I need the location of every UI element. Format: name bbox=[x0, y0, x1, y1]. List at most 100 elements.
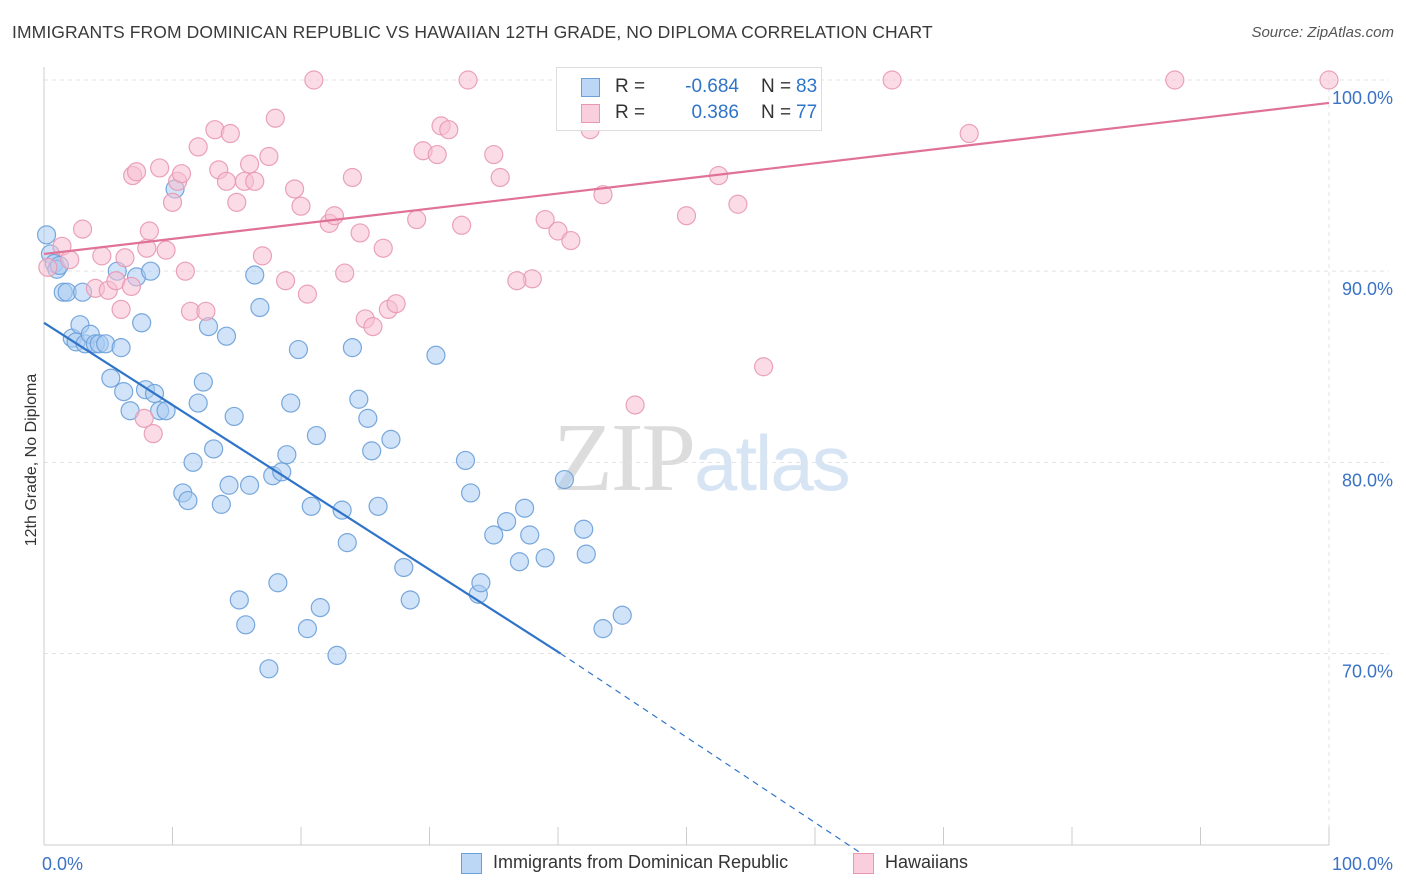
point-hawaiian bbox=[304, 70, 324, 90]
point-hawaiian bbox=[548, 221, 568, 241]
point-hawaiian bbox=[284, 179, 305, 199]
y-tick-label: 90.0% bbox=[1342, 279, 1393, 299]
point-hawaiian bbox=[407, 209, 427, 230]
point-hawaiian bbox=[625, 395, 645, 415]
point-hawaiian bbox=[535, 209, 555, 230]
point-hawaiian bbox=[150, 158, 170, 178]
point-hawaiian bbox=[507, 271, 527, 291]
point-dominican bbox=[358, 408, 378, 428]
chart-title: IMMIGRANTS FROM DOMINICAN REPUBLIC VS HA… bbox=[12, 22, 933, 42]
point-dominican bbox=[554, 469, 575, 490]
watermark-zip: ZIP bbox=[553, 404, 696, 512]
point-hawaiian bbox=[188, 137, 208, 157]
point-dominican bbox=[574, 519, 594, 539]
point-dominican bbox=[306, 425, 327, 446]
legend-n-value-hawaiians: 77 bbox=[796, 102, 818, 123]
point-dominican bbox=[178, 490, 198, 511]
point-dominican bbox=[612, 605, 632, 625]
point-hawaiian bbox=[134, 408, 154, 428]
point-hawaiian bbox=[676, 206, 697, 226]
stats-legend: R = -0.684 N = 83 R = 0.386 N = 77 bbox=[556, 67, 822, 131]
point-dominican bbox=[520, 525, 540, 545]
point-hawaiian bbox=[143, 424, 163, 444]
legend-n-value-dominican: 83 bbox=[796, 76, 818, 97]
point-dominican bbox=[297, 619, 318, 639]
point-hawaiian bbox=[350, 223, 370, 243]
point-hawaiian bbox=[72, 219, 93, 239]
bottom-legend-label-dominican: Immigrants from Dominican Republic bbox=[493, 852, 789, 872]
y-tick-label: 70.0% bbox=[1342, 662, 1393, 682]
point-dominican bbox=[259, 659, 279, 679]
point-dominican bbox=[268, 573, 288, 593]
point-dominican bbox=[240, 475, 260, 495]
point-hawaiian bbox=[252, 246, 273, 266]
point-dominican bbox=[362, 441, 382, 461]
point-hawaiian bbox=[728, 194, 748, 214]
legend-n-label: N = bbox=[761, 76, 792, 97]
point-dominican bbox=[204, 439, 224, 459]
point-dominican bbox=[272, 462, 292, 482]
point-dominican bbox=[593, 619, 613, 639]
point-hawaiian bbox=[297, 284, 318, 304]
point-hawaiian bbox=[162, 192, 183, 212]
point-dominican bbox=[36, 225, 57, 245]
point-dominican bbox=[188, 393, 208, 413]
point-dominican bbox=[461, 483, 481, 503]
bottom-legend-label-hawaiians: Hawaiians bbox=[885, 852, 969, 872]
point-dominican bbox=[288, 339, 309, 360]
trendline-dominican bbox=[43, 321, 562, 655]
legend-r-value-hawaiians: 0.386 bbox=[691, 102, 739, 123]
y-axis-label: 12th Grade, No Diploma bbox=[23, 373, 40, 547]
point-dominican bbox=[426, 345, 446, 365]
watermark-atlas: atlas bbox=[694, 419, 851, 507]
point-dominican bbox=[471, 573, 491, 593]
point-hawaiian bbox=[959, 123, 979, 144]
point-hawaiian bbox=[139, 221, 159, 241]
point-hawaiian bbox=[227, 192, 247, 212]
point-hawaiian bbox=[427, 144, 447, 165]
point-hawaiian bbox=[245, 171, 265, 191]
point-dominican bbox=[381, 429, 401, 449]
point-hawaiian bbox=[196, 301, 216, 321]
point-hawaiian bbox=[490, 167, 510, 188]
point-dominican bbox=[193, 372, 213, 392]
point-hawaiian bbox=[265, 108, 285, 128]
point-hawaiian bbox=[458, 70, 478, 90]
legend-swatch-hawaiians bbox=[581, 104, 600, 123]
point-dominican bbox=[183, 452, 203, 472]
point-dominican bbox=[349, 389, 369, 409]
point-dominican bbox=[236, 615, 256, 635]
point-dominican bbox=[250, 297, 270, 318]
point-hawaiian bbox=[1165, 70, 1185, 90]
point-hawaiian bbox=[439, 120, 459, 140]
point-hawaiian bbox=[121, 276, 141, 297]
point-dominican bbox=[484, 525, 504, 545]
point-hawaiian bbox=[259, 146, 279, 167]
point-dominican bbox=[245, 265, 265, 285]
point-hawaiian bbox=[593, 185, 613, 205]
point-hawaiian bbox=[335, 263, 355, 283]
point-dominican bbox=[310, 598, 330, 618]
point-hawaiian bbox=[126, 162, 147, 182]
point-dominican bbox=[141, 261, 161, 281]
point-dominican bbox=[219, 475, 239, 495]
legend-r-label: R = bbox=[615, 102, 646, 123]
point-hawaiian bbox=[1319, 70, 1339, 90]
point-hawaiian bbox=[111, 299, 131, 319]
point-dominican bbox=[368, 496, 388, 516]
point-hawaiian bbox=[60, 250, 80, 270]
point-dominican bbox=[277, 445, 297, 465]
point-hawaiian bbox=[324, 206, 345, 226]
point-hawaiian bbox=[92, 246, 112, 266]
point-dominican bbox=[514, 498, 535, 518]
point-dominican bbox=[281, 393, 301, 413]
point-dominican bbox=[132, 313, 152, 333]
point-dominican bbox=[455, 450, 476, 471]
point-dominican bbox=[342, 338, 362, 358]
trendline-dominican-extension bbox=[560, 653, 863, 855]
point-hawaiian bbox=[216, 171, 237, 191]
point-hawaiian bbox=[240, 154, 260, 174]
point-hawaiian bbox=[386, 294, 406, 314]
trendline-hawaiians bbox=[43, 101, 1330, 256]
